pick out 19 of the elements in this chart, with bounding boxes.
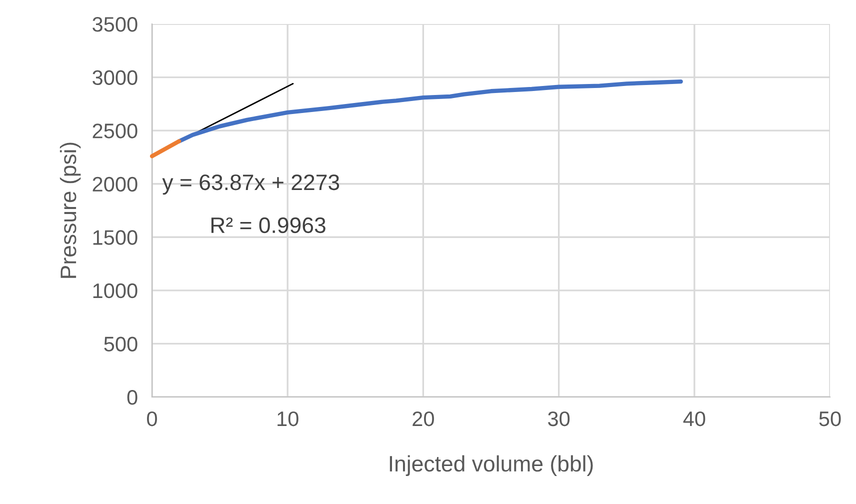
y-tick-label: 1000 [93, 283, 138, 298]
x-tick-label: 40 [683, 411, 706, 426]
x-tick-label: 0 [147, 411, 157, 426]
y-tick-label: 1500 [93, 230, 138, 245]
y-axis-title: Pressure (psi) [60, 142, 81, 278]
annotation: y = 63.87x + 2273 [162, 174, 340, 195]
y-tick-label: 0 [127, 390, 138, 405]
y-tick-label: 3500 [92, 17, 138, 32]
line-series [177, 79, 683, 144]
y-tick-label: 2500 [92, 124, 138, 138]
x-tick-label: 20 [412, 411, 434, 426]
y-tick-label: 3000 [92, 70, 138, 86]
x-tick-label: 30 [548, 411, 570, 426]
x-tick-label: 10 [278, 411, 298, 426]
y-tick-label: 500 [104, 336, 138, 352]
annotation: R² = 0.9963 [211, 217, 326, 234]
x-axis-title: Injected volume (bbl) [390, 455, 593, 476]
y-tick-label: 2000 [92, 176, 138, 192]
x-tick-label: 50 [819, 411, 841, 426]
